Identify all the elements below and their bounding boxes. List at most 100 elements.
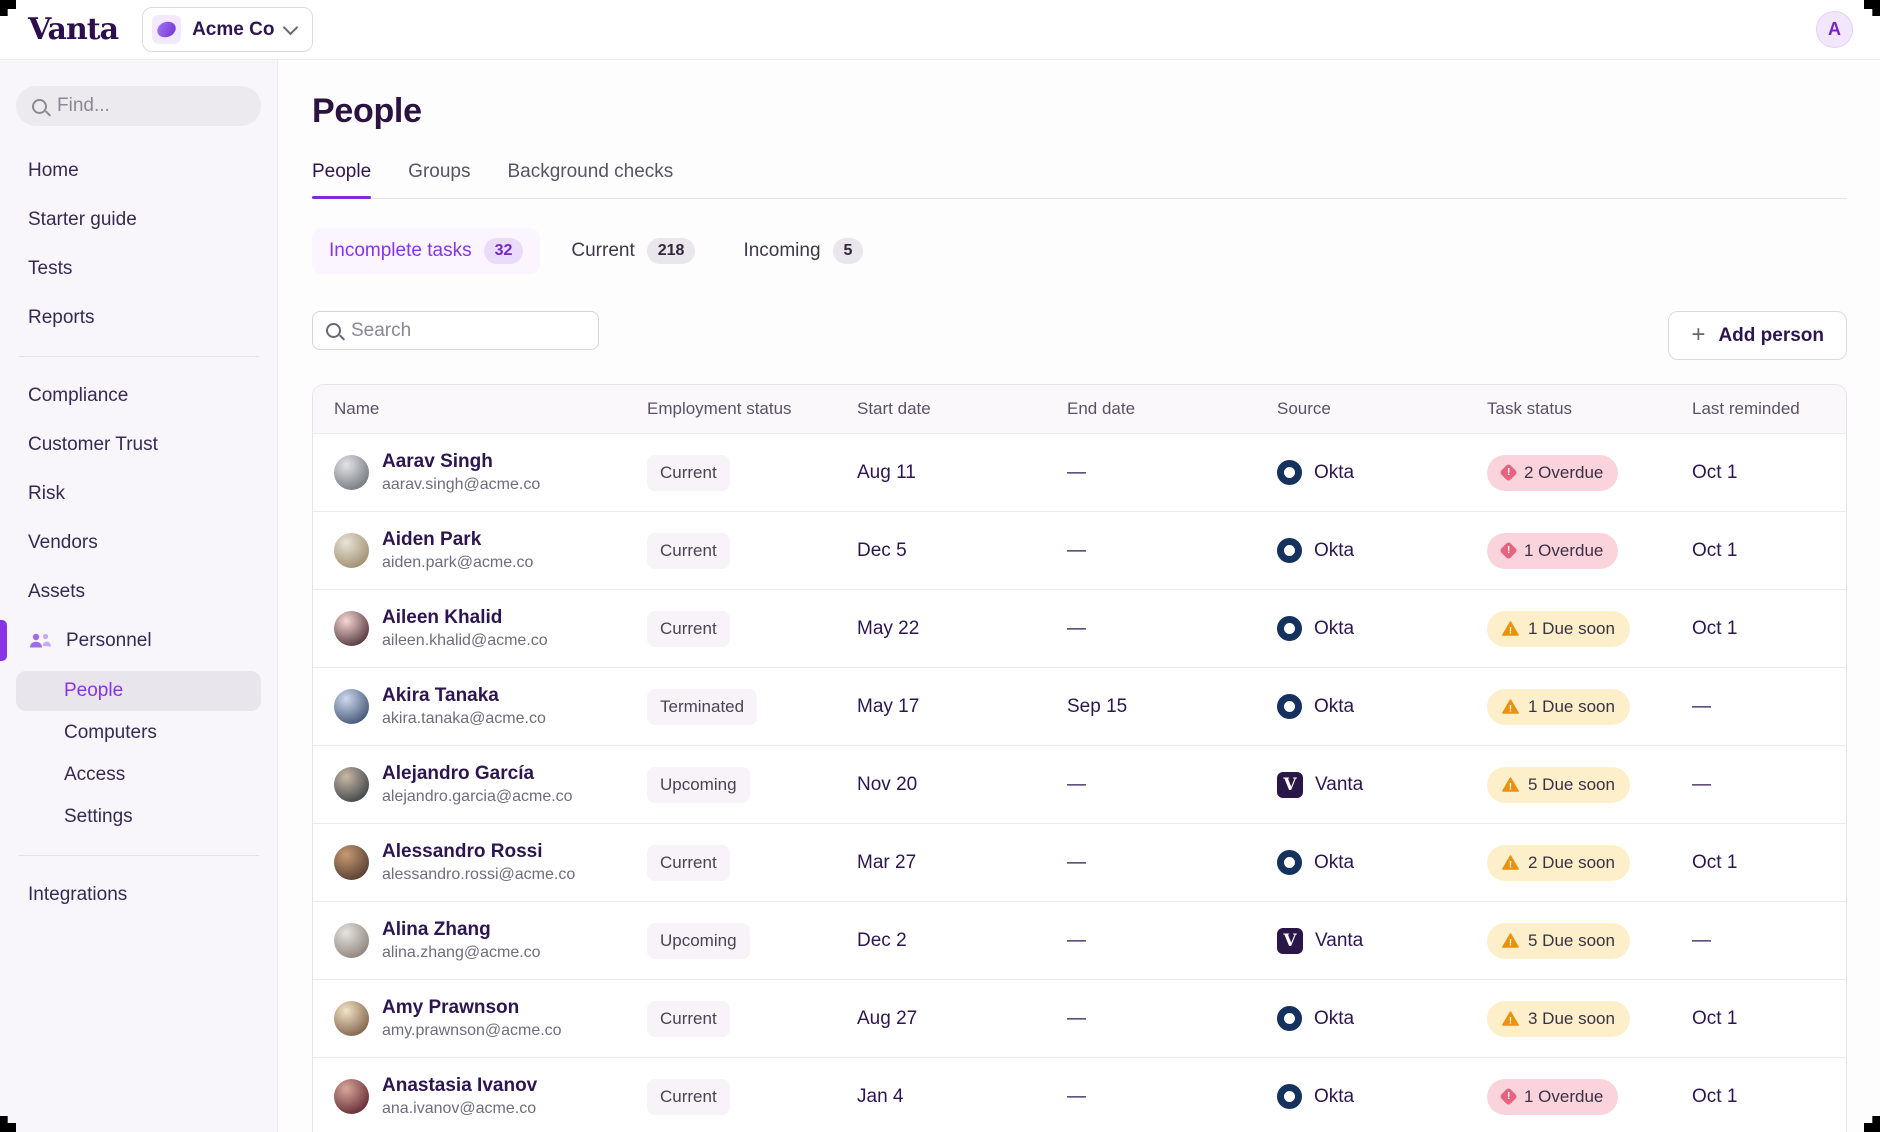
table-row[interactable]: Alejandro García alejandro.garcia@acme.c… — [313, 746, 1846, 824]
task-status-badge: ! 5 Due soon — [1487, 767, 1630, 803]
person-email: alejandro.garcia@acme.co — [382, 788, 573, 806]
tab-background-checks[interactable]: Background checks — [507, 161, 673, 198]
last-reminded: Oct 1 — [1692, 618, 1846, 640]
find-input[interactable] — [57, 95, 245, 117]
plus-icon: + — [1691, 323, 1705, 347]
sidebar-item-vendors[interactable]: Vendors — [0, 518, 277, 567]
table-row[interactable]: Aarav Singh aarav.singh@acme.co Current … — [313, 434, 1846, 512]
sidebar-item-risk[interactable]: Risk — [0, 469, 277, 518]
table-search[interactable] — [312, 311, 599, 350]
person-name: Amy Prawnson — [382, 997, 562, 1019]
sidebar-item-integrations[interactable]: Integrations — [0, 870, 277, 919]
overdue-diamond-icon — [1499, 1087, 1517, 1105]
last-reminded: Oct 1 — [1692, 1086, 1846, 1108]
svg-text:!: ! — [1509, 859, 1512, 870]
sidebar-subitem-computers[interactable]: Computers — [16, 713, 261, 753]
sidebar-item-label: Compliance — [28, 385, 128, 407]
column-header-task-status[interactable]: Task status — [1487, 399, 1692, 419]
column-header-employment-status[interactable]: Employment status — [647, 399, 857, 419]
start-date: May 22 — [857, 618, 1067, 640]
person-name: Alejandro García — [382, 763, 573, 785]
table-row[interactable]: Anastasia Ivanov ana.ivanov@acme.co Curr… — [313, 1058, 1846, 1132]
tab-groups[interactable]: Groups — [408, 161, 470, 198]
last-reminded: Oct 1 — [1692, 1008, 1846, 1030]
filter-incoming[interactable]: Incoming5 — [726, 228, 880, 274]
task-status-label: 2 Due soon — [1528, 853, 1615, 873]
column-header-end-date[interactable]: End date — [1067, 399, 1277, 419]
toolbar: + Add person — [312, 311, 1847, 360]
filter-current[interactable]: Current218 — [554, 228, 712, 274]
avatar — [334, 689, 369, 724]
sidebar-subitem-people[interactable]: People — [16, 671, 261, 711]
table-row[interactable]: Aileen Khalid aileen.khalid@acme.co Curr… — [313, 590, 1846, 668]
filter-incomplete-tasks[interactable]: Incomplete tasks32 — [312, 228, 540, 274]
sidebar-item-label: Tests — [28, 258, 72, 280]
sidebar-item-label: Integrations — [28, 884, 127, 906]
sidebar-item-tests[interactable]: Tests — [0, 244, 277, 293]
column-header-name[interactable]: Name — [334, 399, 647, 419]
sidebar-item-home[interactable]: Home — [0, 146, 277, 195]
sidebar-item-starter-guide[interactable]: Starter guide — [0, 195, 277, 244]
due-soon-warning-icon: ! — [1502, 621, 1519, 636]
org-switcher[interactable]: Acme Co — [142, 7, 313, 52]
tab-people[interactable]: People — [312, 161, 371, 198]
person-name: Akira Tanaka — [382, 685, 546, 707]
sidebar-item-label: Risk — [28, 483, 65, 505]
last-reminded: Oct 1 — [1692, 852, 1846, 874]
task-status-label: 1 Overdue — [1524, 541, 1603, 561]
sidebar-find[interactable] — [16, 86, 261, 126]
search-input[interactable] — [351, 320, 585, 342]
end-date: — — [1067, 462, 1277, 484]
source-label: Okta — [1314, 852, 1354, 874]
sidebar-item-compliance[interactable]: Compliance — [0, 371, 277, 420]
task-status-badge: ! 2 Due soon — [1487, 845, 1630, 881]
overdue-diamond-icon — [1499, 541, 1517, 559]
table-row[interactable]: Akira Tanaka akira.tanaka@acme.co Termin… — [313, 668, 1846, 746]
employment-status-badge: Upcoming — [647, 767, 750, 803]
task-status-label: 1 Overdue — [1524, 1087, 1603, 1107]
task-status-badge: ! 1 Overdue — [1487, 1079, 1618, 1115]
people-table: NameEmployment statusStart dateEnd dateS… — [312, 384, 1847, 1132]
task-status-label: 1 Due soon — [1528, 619, 1615, 639]
sidebar-subitem-access[interactable]: Access — [16, 755, 261, 795]
tab-bar: People Groups Background checks — [312, 161, 1847, 199]
employment-status-badge: Current — [647, 455, 730, 491]
last-reminded: — — [1692, 696, 1846, 718]
table-row[interactable]: Amy Prawnson amy.prawnson@acme.co Curren… — [313, 980, 1846, 1058]
person-email: ana.ivanov@acme.co — [382, 1100, 537, 1118]
source-label: Okta — [1314, 462, 1354, 484]
sidebar-subitem-settings[interactable]: Settings — [16, 797, 261, 837]
employment-status-badge: Current — [647, 611, 730, 647]
person-name: Alina Zhang — [382, 919, 541, 941]
task-status-label: 5 Due soon — [1528, 931, 1615, 951]
okta-logo-icon — [1277, 460, 1302, 485]
table-row[interactable]: Aiden Park aiden.park@acme.co Current De… — [313, 512, 1846, 590]
task-status-badge: ! 2 Overdue — [1487, 455, 1618, 491]
employment-status-badge: Current — [647, 533, 730, 569]
people-group-icon — [28, 632, 52, 650]
column-header-source[interactable]: Source — [1277, 399, 1487, 419]
okta-logo-icon — [1277, 1006, 1302, 1031]
user-avatar[interactable]: A — [1816, 11, 1853, 48]
add-person-button[interactable]: + Add person — [1668, 311, 1847, 360]
table-row[interactable]: Alessandro Rossi alessandro.rossi@acme.c… — [313, 824, 1846, 902]
table-row[interactable]: Alina Zhang alina.zhang@acme.co Upcoming… — [313, 902, 1846, 980]
avatar — [334, 923, 369, 958]
sidebar-item-reports[interactable]: Reports — [0, 293, 277, 342]
due-soon-warning-icon: ! — [1502, 933, 1519, 948]
sidebar-item-assets[interactable]: Assets — [0, 567, 277, 616]
sidebar-item-personnel[interactable]: Personnel — [0, 616, 277, 665]
vanta-logo-icon: V — [1277, 772, 1303, 798]
task-status-badge: ! 3 Due soon — [1487, 1001, 1630, 1037]
person-name: Aiden Park — [382, 529, 533, 551]
task-status-label: 5 Due soon — [1528, 775, 1615, 795]
person-email: aarav.singh@acme.co — [382, 476, 540, 494]
sidebar-item-customer-trust[interactable]: Customer Trust — [0, 420, 277, 469]
column-header-start-date[interactable]: Start date — [857, 399, 1067, 419]
overdue-diamond-icon — [1499, 463, 1517, 481]
sidebar-subitem-label: People — [64, 680, 123, 702]
source-label: Okta — [1314, 696, 1354, 718]
okta-logo-icon — [1277, 694, 1302, 719]
column-header-last-reminded[interactable]: Last reminded — [1692, 399, 1846, 419]
svg-text:!: ! — [1509, 1015, 1512, 1026]
